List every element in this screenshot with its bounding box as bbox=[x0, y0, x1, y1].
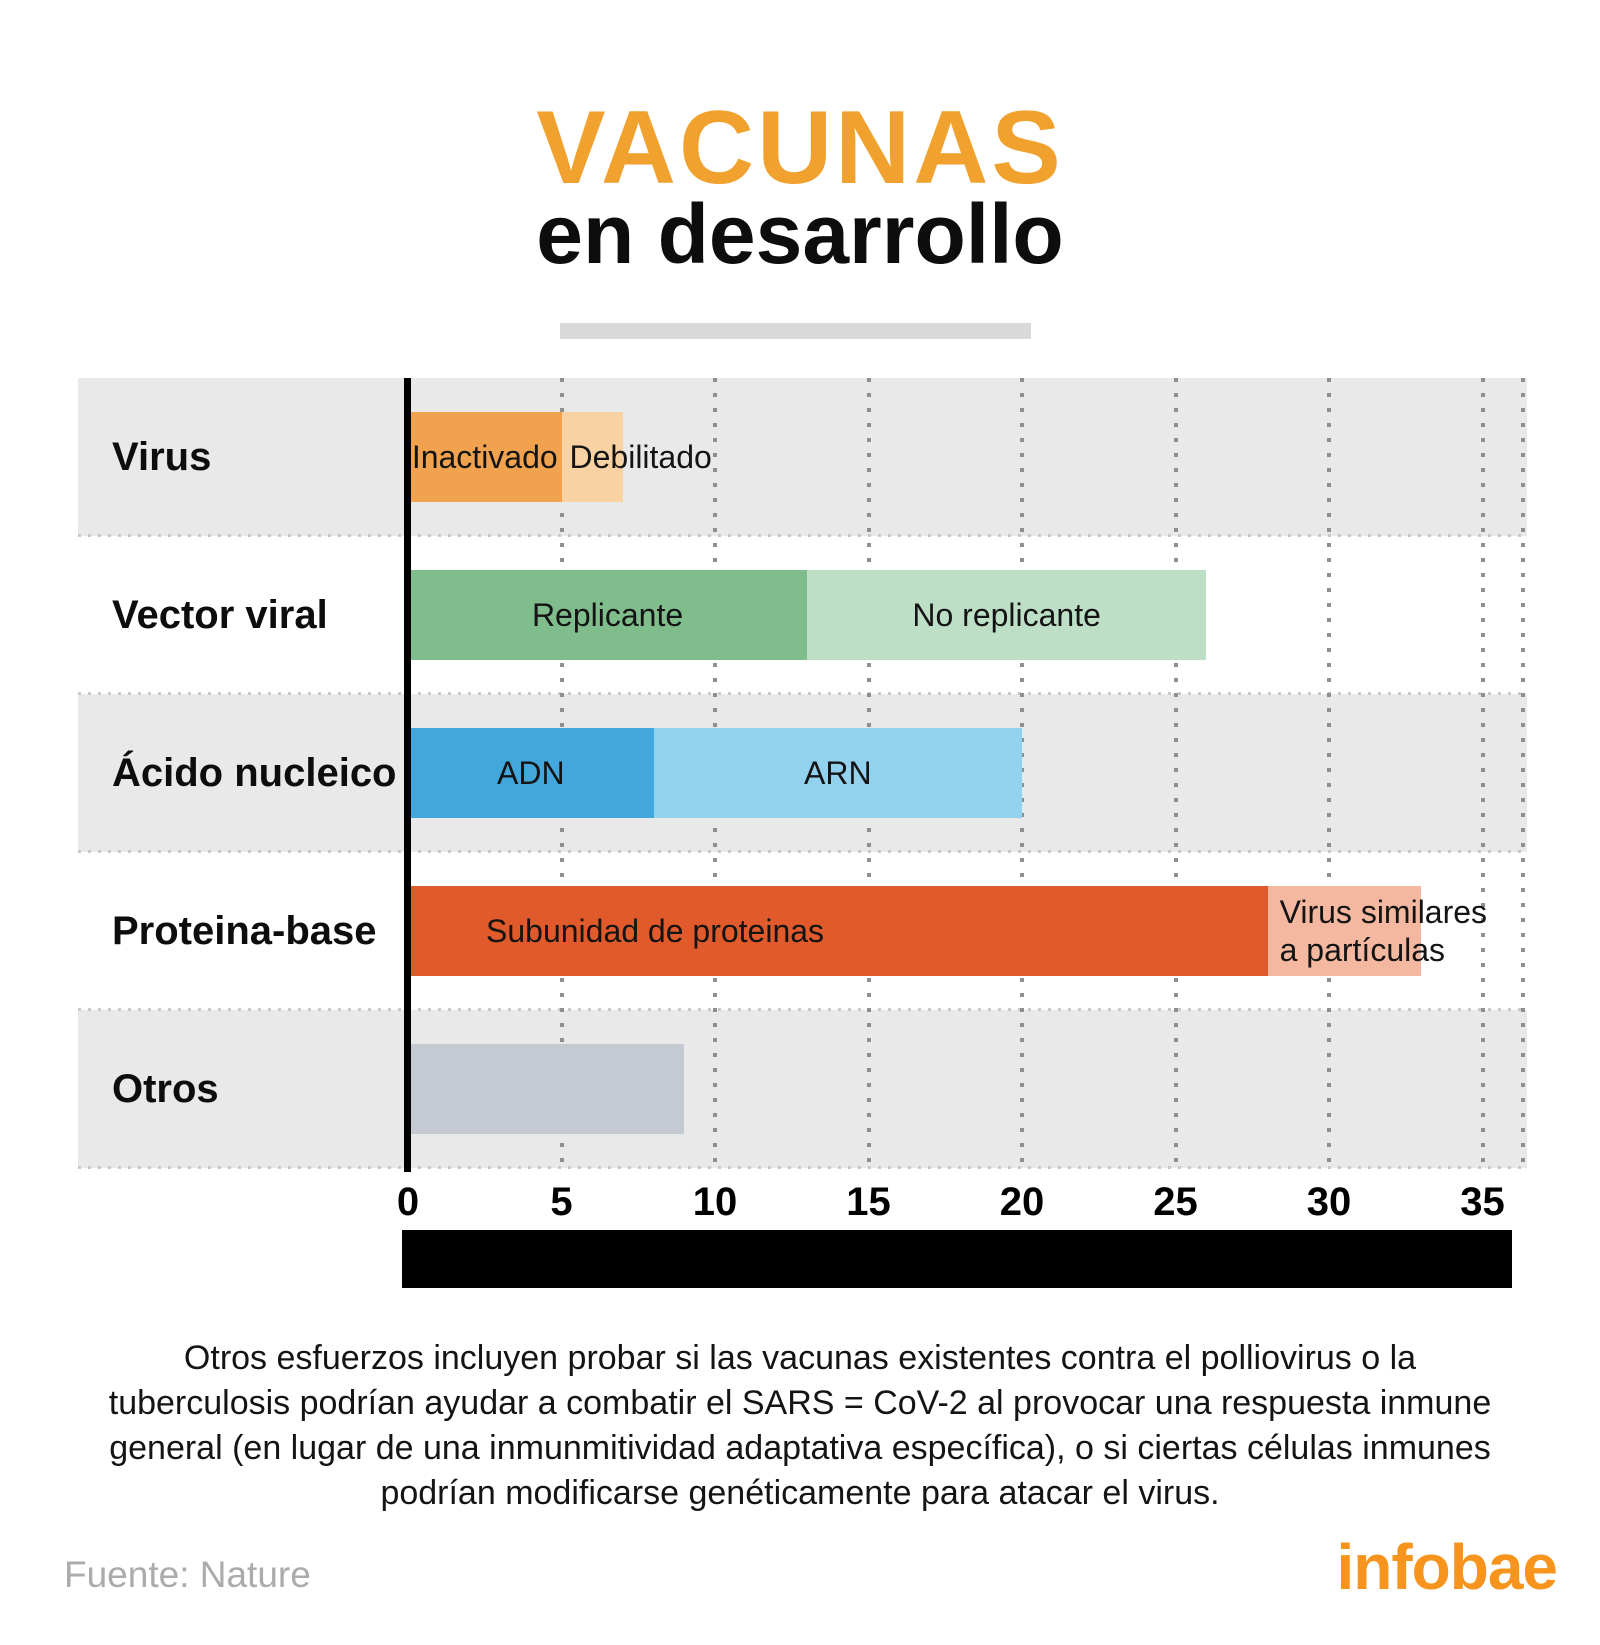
title-main: VACUNAS bbox=[536, 90, 1064, 206]
x-tick-15: 15 bbox=[846, 1180, 891, 1224]
y-axis-line bbox=[404, 378, 411, 1172]
footnote-text: Otros esfuerzos incluyen probar si las v… bbox=[108, 1339, 1492, 1512]
row-separator bbox=[78, 1008, 1527, 1011]
title-sub: en desarrollo bbox=[536, 187, 1064, 281]
category-label-proteina-base: Proteina-base bbox=[112, 908, 377, 953]
bar-segment-label: Virus similares a partículas bbox=[1279, 894, 1488, 968]
x-tick-25: 25 bbox=[1153, 1180, 1198, 1224]
category-label-otros: Otros bbox=[112, 1066, 219, 1111]
x-tick-0: 0 bbox=[396, 1180, 420, 1224]
gridline-35 bbox=[1480, 378, 1485, 1168]
x-tick-5: 5 bbox=[550, 1180, 573, 1224]
bar-segment-no-replicante: No replicante bbox=[807, 570, 1207, 660]
bar-segment-virus-similares-a-particulas: Virus similares a partículas bbox=[1267, 886, 1487, 976]
x-tick-10: 10 bbox=[692, 1180, 738, 1224]
bar-segment-label: ADN bbox=[497, 755, 565, 791]
gridline-25 bbox=[1173, 378, 1178, 1168]
x-tick-35: 35 bbox=[1460, 1180, 1505, 1224]
bar-segment-replicante: Replicante bbox=[408, 570, 808, 660]
bar-segment-otros bbox=[408, 1044, 685, 1134]
row-separator bbox=[78, 1166, 1527, 1169]
category-label-virus: Virus bbox=[112, 434, 212, 479]
category-label-acido-nucleico: Ácido nucleico bbox=[112, 750, 397, 795]
bar-segment-debilitado: Debilitado bbox=[561, 412, 712, 502]
bar-segment-label: Subunidad de proteinas bbox=[486, 913, 825, 949]
chart-row-otros: Otros bbox=[78, 1010, 1527, 1169]
x-tick-20: 20 bbox=[999, 1180, 1045, 1224]
bar-segment-label: Replicante bbox=[531, 597, 684, 633]
bar-segment-adn: ADN bbox=[408, 728, 654, 818]
chart-row-acido-nucleico: Ácido nucleico ADN ARN bbox=[78, 694, 1527, 853]
gridline-20 bbox=[1020, 378, 1024, 1168]
bar-segment-label: Inactivado bbox=[411, 439, 558, 475]
chart-row-proteina-base: Proteina-base Subunidad de proteinas Virus… bbox=[78, 852, 1527, 1011]
category-label-vector-viral: Vector viral bbox=[112, 592, 328, 637]
title-divider bbox=[560, 323, 1031, 339]
bar-segment-arn: ARN bbox=[653, 728, 1022, 818]
plot-right-edge-dotted bbox=[1521, 378, 1525, 1168]
source-label: Fuente: Nature bbox=[64, 1554, 311, 1595]
row-separator bbox=[78, 850, 1527, 853]
chart-row-virus: Virus Inactivado Debilitado bbox=[78, 378, 1527, 537]
bar-segment-inactivado: Inactivado bbox=[408, 412, 562, 502]
x-tick-30: 30 bbox=[1306, 1180, 1352, 1224]
bar-segment-label: No replicante bbox=[912, 597, 1101, 633]
chart-row-vector-viral: Vector viral Replicante No replicante bbox=[78, 536, 1527, 695]
x-axis-black-bar bbox=[402, 1230, 1512, 1288]
bar-segment-label: Debilitado bbox=[569, 439, 712, 475]
bar-segment-label: ARN bbox=[804, 755, 872, 791]
brand-logo: infobae bbox=[1336, 1531, 1558, 1603]
bar-segment-subunidad-de-proteinas: Subunidad de proteinas bbox=[408, 886, 1268, 976]
row-separator bbox=[78, 692, 1527, 695]
gridline-30 bbox=[1327, 378, 1331, 1168]
row-separator bbox=[78, 534, 1527, 537]
